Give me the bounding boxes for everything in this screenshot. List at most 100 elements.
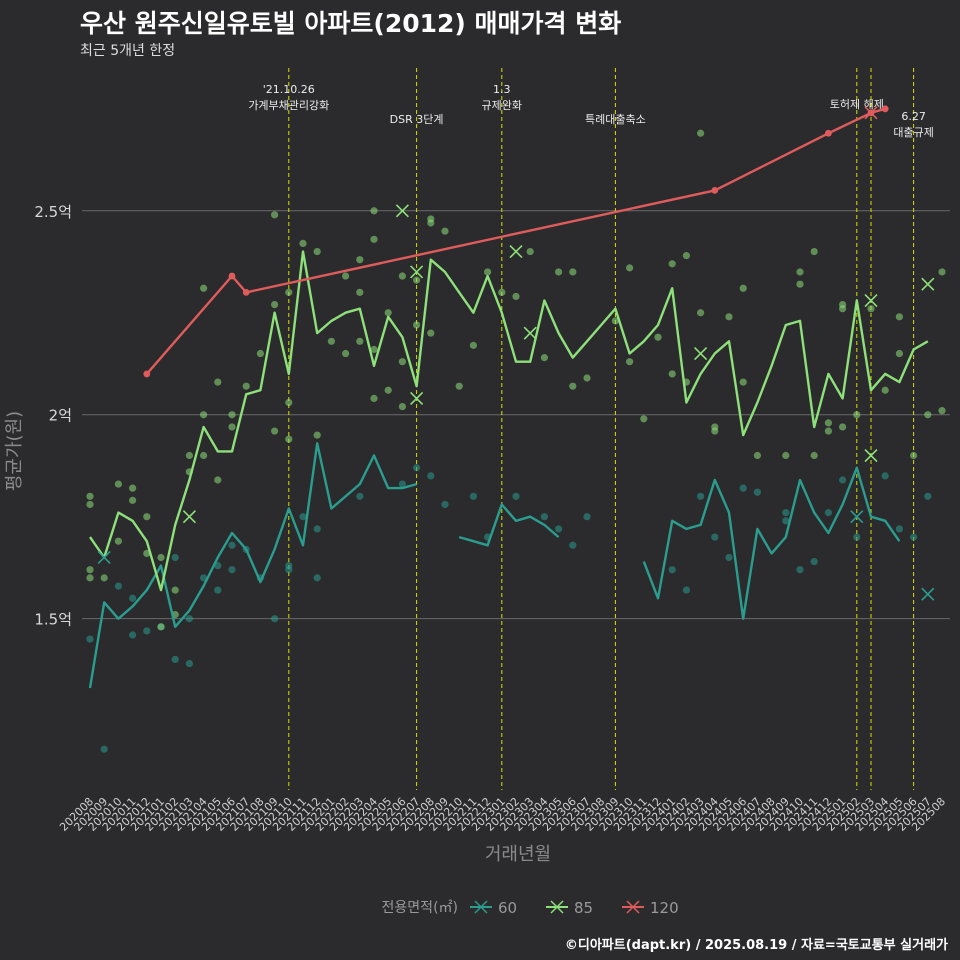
series-line-85 — [89, 250, 929, 592]
scatter-point — [484, 268, 492, 276]
scatter-point — [839, 305, 847, 313]
scatter-point — [185, 659, 193, 668]
scatter-point — [100, 574, 108, 582]
scatter-point — [569, 268, 577, 276]
scatter-point — [185, 615, 193, 623]
scatter-point — [910, 451, 918, 460]
scatter-point — [370, 394, 378, 403]
scatter-point — [540, 513, 549, 521]
cross-marker-85 — [864, 293, 878, 308]
cross-marker-85 — [864, 448, 878, 463]
scatter-point — [242, 382, 250, 390]
scatter-point — [398, 272, 406, 280]
series-line-60 — [88, 442, 417, 689]
scatter-point — [824, 419, 833, 427]
scatter-point — [299, 513, 307, 521]
scatter-point — [810, 451, 818, 460]
scatter-point — [370, 235, 378, 243]
scatter-point — [271, 615, 279, 623]
scatter-point — [200, 284, 208, 292]
scatter-point — [782, 451, 790, 460]
scatter-point — [853, 533, 861, 541]
scatter-point — [313, 431, 321, 439]
scatter-point — [228, 541, 236, 549]
x-axis-label: 거래년월 — [485, 844, 551, 865]
scatter-point — [86, 500, 94, 509]
scatter-point — [86, 635, 94, 643]
event-label: 1.3 — [493, 83, 511, 96]
legend-label: 85 — [574, 899, 593, 917]
scatter-point — [129, 631, 137, 639]
scatter-point — [526, 247, 534, 256]
scatter-point — [796, 566, 804, 574]
source-caption: ©디아파트(dapt.kr) / 2025.08.19 / 자료=국토교통부 실… — [564, 938, 948, 953]
scatter-point — [342, 272, 350, 280]
scatter-point — [114, 582, 122, 590]
scatter-point — [711, 533, 719, 541]
cross-layer — [97, 106, 935, 601]
series-line-60 — [642, 466, 901, 620]
scatter-point — [569, 382, 577, 390]
scatter-point — [356, 337, 364, 345]
scatter-point — [313, 574, 321, 582]
scatter-point — [356, 492, 364, 500]
scatter-point — [910, 533, 918, 541]
scatter-point — [285, 398, 293, 407]
cross-marker-85 — [395, 204, 409, 218]
legend-label: 120 — [650, 899, 679, 917]
legend-label: 60 — [498, 899, 517, 917]
event-label: 6.27 — [901, 110, 926, 123]
scatter-point — [583, 513, 591, 521]
grid-layer — [82, 210, 950, 620]
scatter-point — [143, 627, 151, 635]
scatter-point — [114, 480, 122, 488]
scatter-point — [143, 513, 151, 521]
scatter-point — [739, 284, 747, 292]
scatter-point — [398, 402, 406, 411]
cross-marker-85 — [694, 346, 708, 361]
scatter-point — [413, 276, 421, 284]
cross-marker-85 — [523, 326, 537, 340]
scatter-point — [824, 427, 833, 435]
scatter-point — [256, 349, 264, 358]
scatter-point — [398, 480, 406, 488]
scatter-point — [739, 484, 747, 492]
scatter-point — [356, 256, 364, 264]
series-line-120 — [145, 107, 886, 375]
scatter-point — [668, 370, 676, 378]
scatter-point — [427, 329, 435, 337]
cross-marker-85 — [410, 265, 424, 279]
scatter-point — [356, 288, 364, 296]
scatter-point — [427, 472, 435, 480]
scatter-point — [185, 451, 193, 460]
cross-marker-120 — [864, 106, 878, 120]
scatter-point — [924, 492, 932, 500]
cross-marker-85 — [921, 277, 935, 291]
scatter-point — [839, 476, 847, 484]
series-point-120 — [711, 186, 719, 194]
scatter-point — [214, 378, 222, 386]
legend-key-cross — [626, 900, 640, 914]
scatter-point — [895, 525, 904, 533]
y-tick-label: 2억 — [49, 407, 72, 425]
scatter-point — [200, 411, 208, 419]
scatter-point — [725, 313, 733, 321]
scatter-point — [540, 354, 549, 362]
scatter-point — [583, 374, 591, 382]
scatter-point — [697, 129, 705, 137]
event-label: 가계부채관리강화 — [248, 99, 329, 112]
event-label: 특례대출축소 — [585, 113, 646, 126]
scatter-point — [157, 623, 165, 631]
series-point-120 — [143, 370, 151, 378]
scatter-point — [498, 288, 506, 296]
scatter-point — [682, 252, 691, 260]
scatter-point — [569, 541, 577, 549]
cross-marker-60 — [97, 550, 111, 565]
scatter-point — [824, 509, 833, 517]
y-tick-label: 1.5억 — [34, 611, 72, 629]
event-label: 대출규제 — [893, 126, 933, 139]
legend-title: 전용면적(㎡) — [382, 900, 458, 916]
y-tick-label: 2.5억 — [34, 203, 72, 221]
scatter-point — [469, 341, 477, 349]
scatter-point — [271, 427, 279, 435]
